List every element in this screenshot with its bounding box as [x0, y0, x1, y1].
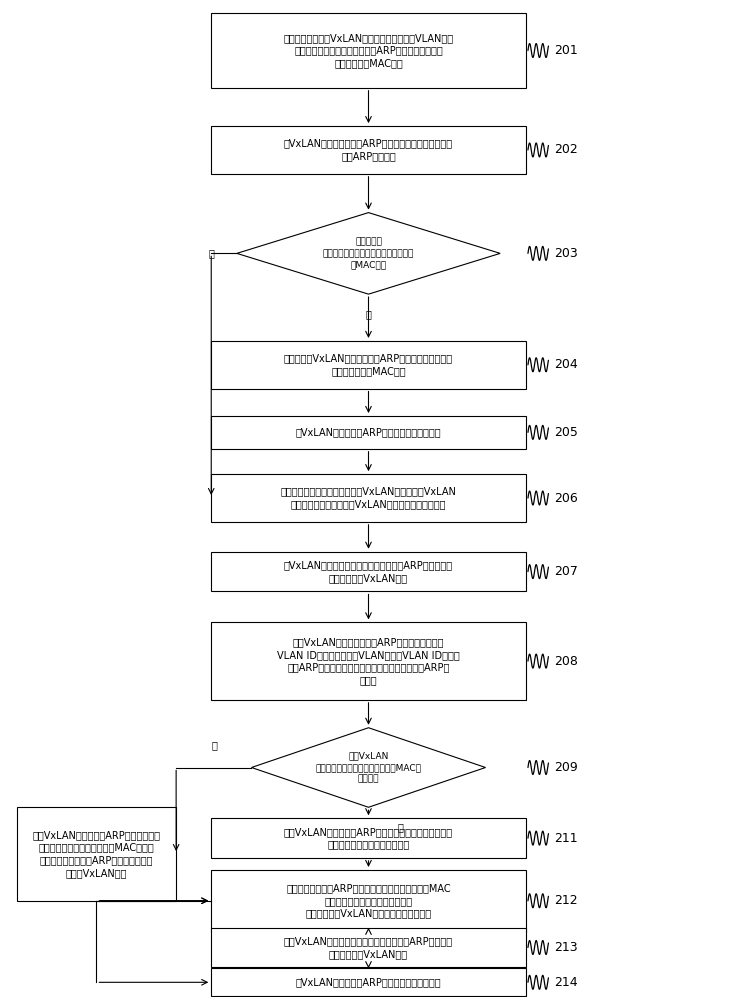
Text: 205: 205 [554, 426, 578, 439]
Text: 206: 206 [554, 492, 578, 505]
Text: 控制器获取上述互通域中中除源VxLAN网关外其它VxLAN
网关的地址信息，并向源VxLAN网关发送第一指示消息: 控制器获取上述互通域中中除源VxLAN网关外其它VxLAN 网关的地址信息，并向… [281, 487, 456, 509]
Text: 源VxLAN网关接收到第一ARP请求消息后，向控制器上报
第一ARP请求消息: 源VxLAN网关接收到第一ARP请求消息后，向控制器上报 第一ARP请求消息 [284, 139, 453, 161]
Text: 其它VxLAN网关分别将第一ARP请求消息中的第一
VLAN ID更换为所在第二VLAN的第二VLAN ID，得到
第二ARP请求消息并向所辖范围内的主机广播第: 其它VxLAN网关分别将第一ARP请求消息中的第一 VLAN ID更换为所在第二… [277, 637, 460, 685]
FancyBboxPatch shape [212, 474, 525, 522]
Text: 207: 207 [554, 565, 578, 578]
FancyBboxPatch shape [212, 622, 525, 700]
Polygon shape [237, 213, 500, 294]
Text: 源主机与位于同一VxLAN的同一互通域的不同VLAN中的
第一目标主机通信时，发送第一ARP请求消息以查询第
一目标主机的MAC地址: 源主机与位于同一VxLAN的同一互通域的不同VLAN中的 第一目标主机通信时，发… [284, 33, 453, 68]
FancyBboxPatch shape [212, 416, 525, 449]
Text: 目标VxLAN网关将第二ARP应答消息上报
给控制器；根据匹配源主机的MAC地址的
转发流表项，将第二ARP应答消息单播发
送给源VxLAN网关: 目标VxLAN网关将第二ARP应答消息上报 给控制器；根据匹配源主机的MAC地址… [32, 830, 161, 878]
FancyBboxPatch shape [212, 968, 525, 996]
FancyBboxPatch shape [17, 807, 176, 901]
FancyBboxPatch shape [212, 341, 525, 389]
FancyBboxPatch shape [212, 870, 525, 932]
Text: 208: 208 [554, 655, 578, 668]
Text: 目标VxLAN网关将第二ARP应答消息上报给控制器，同时
向控制器同时发送转发规则请求: 目标VxLAN网关将第二ARP应答消息上报给控制器，同时 向控制器同时发送转发规… [284, 827, 453, 850]
FancyBboxPatch shape [212, 552, 525, 591]
Text: 203: 203 [554, 247, 578, 260]
Text: 目标VxLAN
网关查询是否查询到匹配源主机的MAC地
址的流表: 目标VxLAN 网关查询是否查询到匹配源主机的MAC地 址的流表 [315, 752, 422, 783]
FancyBboxPatch shape [212, 928, 525, 967]
Text: 否: 否 [398, 822, 404, 832]
Text: 211: 211 [554, 832, 578, 845]
Text: 控制器查询
地址解析表中是否存储有第一目标主机
的MAC地址: 控制器查询 地址解析表中是否存储有第一目标主机 的MAC地址 [323, 237, 414, 269]
Text: 目标VxLAN网关根据第二指示消息，将第二ARP应答消息
单播发送给源VxLAN网关: 目标VxLAN网关根据第二指示消息，将第二ARP应答消息 单播发送给源VxLAN… [284, 936, 453, 959]
Text: 213: 213 [554, 941, 578, 954]
Text: 控制器向源VxLAN网关返回第一ARP应答消息，其中包括
第一目标主机的MAC地址: 控制器向源VxLAN网关返回第一ARP应答消息，其中包括 第一目标主机的MAC地… [284, 353, 453, 376]
FancyBboxPatch shape [212, 126, 525, 174]
FancyBboxPatch shape [212, 818, 525, 858]
FancyBboxPatch shape [212, 13, 525, 88]
Text: 204: 204 [554, 358, 578, 371]
Text: 源VxLAN网关将第二ARP应答消息转发给源主机: 源VxLAN网关将第二ARP应答消息转发给源主机 [296, 977, 441, 987]
Text: 212: 212 [554, 894, 578, 907]
Text: 源VxLAN网关将第一ARP应答消息发送给源主机: 源VxLAN网关将第一ARP应答消息发送给源主机 [296, 427, 441, 437]
Text: 是: 是 [366, 309, 371, 319]
Polygon shape [251, 728, 486, 807]
Text: 源VxLAN网关根据第一指示消息，将第一ARP请求消息单
播发送给其它VxLAN网关: 源VxLAN网关根据第一指示消息，将第一ARP请求消息单 播发送给其它VxLAN… [284, 560, 453, 583]
Text: 214: 214 [554, 976, 578, 989]
Text: 201: 201 [554, 44, 578, 57]
Text: 209: 209 [554, 761, 578, 774]
Text: 202: 202 [554, 143, 578, 156]
Text: 是: 是 [212, 741, 218, 751]
Text: 否: 否 [209, 248, 214, 258]
Text: 控制器根据该第二ARP应答消息学习第一目标主机的MAC
地址；以及响应于接收到转发规则
请求，向目标VxLAN网关发送第二指示消息: 控制器根据该第二ARP应答消息学习第一目标主机的MAC 地址；以及响应于接收到转… [286, 883, 451, 919]
